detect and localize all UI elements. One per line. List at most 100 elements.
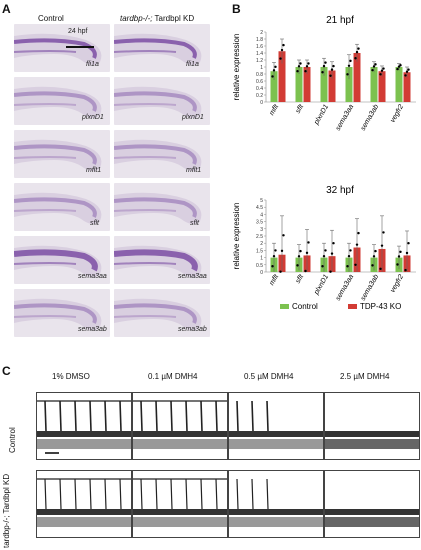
ish-image-sflt-control <box>14 183 110 231</box>
data-point <box>297 65 301 68</box>
data-point <box>380 69 384 72</box>
ish-gene-label: plxnD1 <box>82 114 104 121</box>
ish-image-fli1a-control <box>14 24 110 72</box>
data-point <box>271 265 274 268</box>
data-point <box>404 74 407 77</box>
y-tick-label: 3.5 <box>256 220 263 226</box>
data-point <box>322 64 326 68</box>
ish-image-sema3ab-kd <box>114 289 210 337</box>
data-point <box>357 47 360 50</box>
data-point <box>405 70 409 73</box>
y-tick-label: 4 <box>260 212 263 218</box>
data-point <box>346 73 349 76</box>
panel-a-letter: A <box>2 2 11 16</box>
ish-gene-label: sflt <box>190 220 199 227</box>
confocal-image-control-3 <box>228 392 324 460</box>
data-point <box>304 70 307 73</box>
y-tick-label: 1.4 <box>256 51 263 57</box>
panel-c-column-title: 2.5 µM DMH4 <box>340 372 390 381</box>
data-point <box>346 265 349 268</box>
ish-image-mflt1-kd <box>114 130 210 178</box>
ish-gene-label: sema3aa <box>178 273 207 280</box>
data-point <box>397 255 401 258</box>
y-tick-label: 1 <box>260 256 263 262</box>
x-category-label: sema3ab <box>360 103 381 132</box>
bar-control <box>295 67 303 102</box>
panel-b-letter: B <box>232 2 241 16</box>
y-tick-label: 0.5 <box>256 263 263 269</box>
data-point <box>279 57 282 60</box>
bar-ko <box>328 70 336 102</box>
data-point <box>379 73 382 76</box>
data-point <box>347 64 351 67</box>
y-tick-label: 1 <box>260 65 263 71</box>
data-point <box>321 265 324 268</box>
data-point <box>397 65 401 68</box>
data-point <box>329 74 332 77</box>
ish-image-sema3aa-kd <box>114 236 210 284</box>
data-point <box>280 48 284 52</box>
data-point <box>296 264 299 267</box>
data-point <box>272 254 276 258</box>
bar-ko <box>378 71 386 102</box>
panel-a-kd-title-genotype: tardbp-/-; <box>120 14 153 23</box>
data-point <box>332 242 335 245</box>
chart-ylabel: relative expression <box>232 203 241 270</box>
y-tick-label: 0 <box>260 100 263 106</box>
confocal-image-control-2 <box>132 392 228 460</box>
data-point <box>407 242 410 245</box>
data-point <box>372 65 376 68</box>
legend-swatch-control <box>280 304 289 309</box>
data-point <box>382 231 385 234</box>
ish-image-plxnD1-kd <box>114 77 210 125</box>
panel-c-row-kd: tardbp-/-; Tardbpl KD <box>2 470 11 548</box>
data-point <box>307 62 310 65</box>
confocal-image-kd-2 <box>132 470 228 538</box>
data-point <box>274 249 277 252</box>
x-category-label: sema3aa <box>335 273 356 302</box>
y-tick-label: 0 <box>260 270 263 276</box>
ish-image-sema3aa-control <box>14 236 110 284</box>
panel-a-kd-title: tardbp-/-; Tardbpl KD <box>120 14 194 23</box>
y-tick-label: 1.8 <box>256 37 263 43</box>
x-category-label: mflt <box>269 103 281 117</box>
data-point <box>279 270 282 273</box>
data-point <box>329 270 332 273</box>
data-point <box>407 68 410 71</box>
confocal-image-kd-1 <box>36 470 132 538</box>
panel-c-column-title: 0.1 µM DMH4 <box>148 372 198 381</box>
y-tick-label: 0.8 <box>256 72 263 78</box>
x-category-label: vegfr2 <box>389 103 405 123</box>
data-point <box>332 64 335 68</box>
ish-gene-label: mflt1 <box>86 167 102 174</box>
legend-label-control: Control <box>292 302 318 310</box>
data-point <box>396 67 399 71</box>
scale-bar <box>66 46 94 48</box>
data-point <box>282 43 285 47</box>
data-point <box>380 244 384 247</box>
y-tick-label: 2 <box>260 30 263 36</box>
data-point <box>371 264 374 267</box>
x-category-label: sema3aa <box>335 103 356 132</box>
data-point <box>297 255 301 258</box>
ish-gene-label: fli1a <box>186 61 199 68</box>
data-point <box>307 241 310 244</box>
data-point <box>330 252 334 255</box>
data-point <box>305 251 309 255</box>
y-tick-label: 1.2 <box>256 58 263 64</box>
data-point <box>374 249 377 253</box>
bar-ko <box>353 53 361 102</box>
x-category-label: plxnD1 <box>313 273 331 296</box>
data-point <box>355 243 359 246</box>
ish-image-mflt1-control <box>14 130 110 178</box>
legend-label-ko: TDP-43 KO <box>360 302 401 310</box>
bar-ko <box>303 67 311 102</box>
bar-control <box>395 67 403 102</box>
data-point <box>272 69 276 72</box>
y-tick-label: 2.5 <box>256 234 263 240</box>
y-tick-label: 0.4 <box>256 86 263 92</box>
x-category-label: mflt <box>269 273 281 287</box>
stage-label: 24 hpf <box>68 28 88 35</box>
data-point <box>280 249 284 253</box>
